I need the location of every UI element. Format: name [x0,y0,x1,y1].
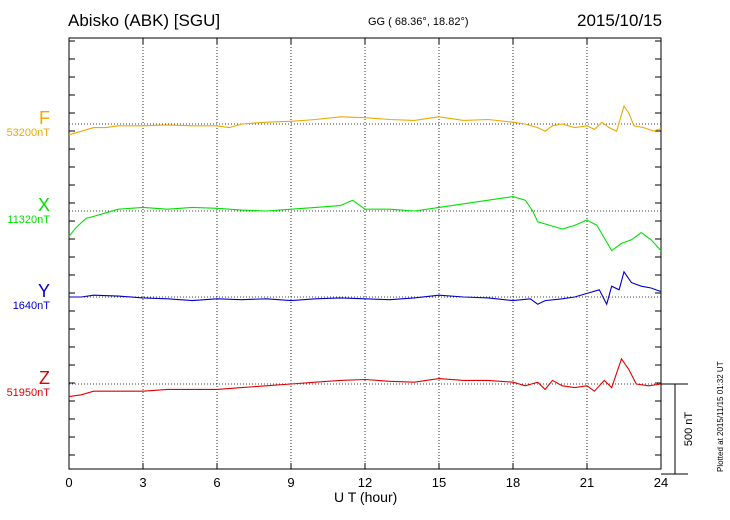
component-label-z: Z 51950nT [7,369,50,400]
x-tick-label: 3 [139,475,146,490]
component-baseline-x: 11320nT [7,214,50,226]
series-line-x [68,196,662,252]
series-line-f [68,104,662,136]
component-letter-y: Y [37,281,50,301]
plot-date: 2015/10/15 [577,11,663,30]
component-letter-z: Z [39,368,50,388]
scale-bar-label: 500 nT [683,412,695,447]
component-baseline-f: 53200nT [6,127,50,139]
station-coordinates: GG ( 68.36°, 18.82°) [368,16,469,28]
x-tick-label: 24 [654,475,668,490]
x-tick-label: 9 [287,475,294,490]
x-tick-label: 12 [358,475,372,490]
x-tick-label: 0 [65,475,72,490]
x-tick-label: 21 [580,475,594,490]
plotted-timestamp: Plotted at 2015/11/15 01:32 UT [716,361,725,472]
series-line-z [68,357,662,398]
component-label-x: X 11320nT [7,196,50,227]
component-label-f: F 53200nT [7,109,50,140]
component-baseline-z: 51950nT [6,387,50,399]
component-baseline-y: 1640nT [12,300,50,312]
component-letter-x: X [37,195,50,215]
series-line-y [69,270,662,306]
component-letter-f: F [39,108,50,128]
x-axis-title: U T (hour) [334,489,398,505]
x-tick-label: 6 [213,475,220,490]
x-tick-label: 18 [506,475,520,490]
x-tick-label: 15 [432,475,446,490]
component-label-y: Y 1640nT [13,282,50,313]
station-title: Abisko (ABK) [SGU] [68,11,221,30]
